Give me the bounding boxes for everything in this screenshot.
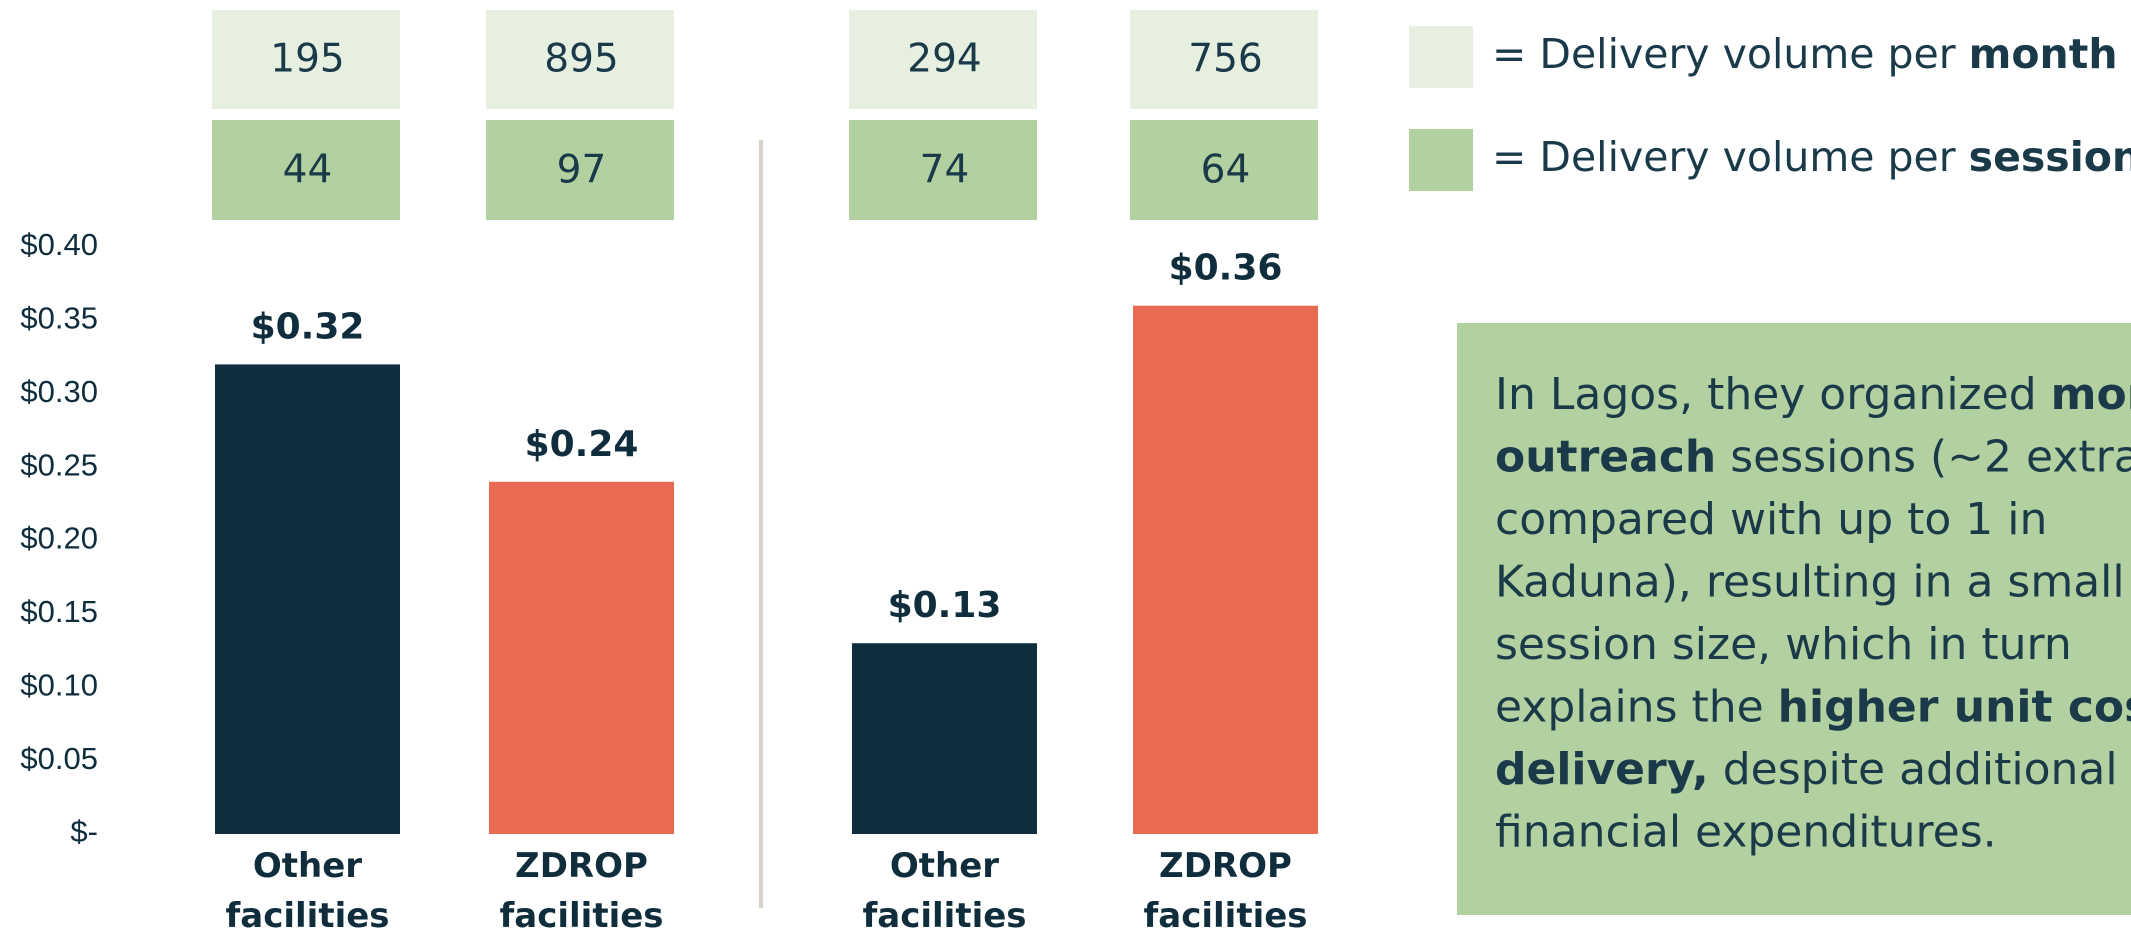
session-volume: 64 — [1201, 148, 1251, 193]
y-tick-label: $0.15 — [20, 594, 98, 629]
session-volume: 44 — [283, 148, 333, 193]
session-box — [486, 120, 674, 220]
annotation-line: outreach sessions (~2 extra — [1495, 432, 2131, 483]
y-tick-label: $0.05 — [20, 741, 98, 776]
annotation-text: delivery, — [1495, 744, 1709, 795]
x-tick-label: Other facilities — [862, 846, 1026, 936]
x-tick-label: ZDROP facilities — [499, 846, 663, 936]
legend-text: = Delivery volume per — [1492, 30, 1969, 78]
annotation-text: explains the — [1495, 682, 1778, 733]
y-tick-label: $0.35 — [20, 301, 98, 336]
monthly-volume: 756 — [1188, 37, 1262, 82]
monthly-volume: 294 — [907, 37, 981, 82]
annotation-line: In Lagos, they organized more — [1495, 369, 2131, 420]
annotation-text: session size, which in turn — [1495, 619, 2072, 670]
legend-bold: month — [1969, 30, 2118, 78]
session-volume: 74 — [920, 148, 970, 193]
legend-text: = Delivery volume per — [1492, 133, 1969, 181]
annotation-line: explains the higher unit cost of — [1495, 682, 2131, 733]
monthly-box — [1130, 10, 1318, 109]
monthly-box — [486, 10, 674, 109]
value-label: $0.13 — [888, 585, 1002, 626]
value-label: $0.24 — [525, 424, 639, 465]
bar — [489, 481, 674, 834]
annotation-text: outreach — [1495, 432, 1716, 483]
value-label: $0.36 — [1169, 248, 1283, 289]
legend-label: = Delivery volume per session — [1492, 133, 2131, 181]
x-tick-label: Other facilities — [225, 846, 389, 936]
annotation-line: delivery, despite additional — [1495, 744, 2118, 795]
legend-swatch — [1409, 26, 1473, 88]
session-volume: 97 — [557, 148, 607, 193]
y-tick-label: $0.30 — [20, 374, 98, 409]
bar — [1133, 305, 1318, 834]
y-tick-label: $0.20 — [20, 521, 98, 556]
annotation-text: sessions (~2 extra — [1716, 432, 2131, 483]
y-tick-label: $- — [70, 814, 98, 849]
annotation-box — [1457, 323, 2131, 915]
annotation-text: more — [2051, 369, 2131, 420]
y-tick-label: $0.25 — [20, 447, 98, 482]
bar — [852, 643, 1037, 834]
annotation-text: Kaduna), resulting in a small — [1495, 557, 2125, 608]
y-tick-label: $0.10 — [20, 667, 98, 702]
annotation-text: In Lagos, they organized — [1495, 369, 2051, 420]
session-box — [212, 120, 400, 220]
annotation-line: compared with up to 1 in — [1495, 494, 2047, 545]
monthly-volume: 195 — [270, 37, 344, 82]
legend-bold: session — [1969, 133, 2131, 181]
monthly-box — [212, 10, 400, 109]
annotation-line: Kaduna), resulting in a small — [1495, 557, 2125, 608]
legend-swatch — [1409, 129, 1473, 191]
session-box — [849, 120, 1037, 220]
session-box — [1130, 120, 1318, 220]
annotation-text: financial expenditures. — [1495, 807, 1997, 858]
annotation-text: higher unit cost of — [1778, 682, 2131, 733]
annotation-line: financial expenditures. — [1495, 807, 1997, 858]
annotation-line: session size, which in turn — [1495, 619, 2072, 670]
monthly-volume: 895 — [544, 37, 618, 82]
value-label: $0.32 — [251, 306, 365, 347]
annotation-text: despite additional — [1709, 744, 2118, 795]
x-tick-label: ZDROP facilities — [1143, 846, 1307, 936]
monthly-box — [849, 10, 1037, 109]
bar — [215, 364, 400, 834]
legend-label: = Delivery volume per month — [1492, 30, 2118, 78]
y-tick-label: $0.40 — [20, 227, 98, 262]
annotation-text: compared with up to 1 in — [1495, 494, 2047, 545]
